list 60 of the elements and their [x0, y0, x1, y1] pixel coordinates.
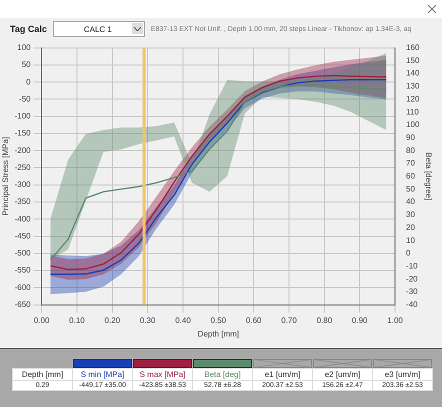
y2-tick-label: 90 [406, 132, 416, 142]
x-tick-label: 0.80 [316, 316, 333, 325]
y2-tick-label: 140 [406, 68, 420, 78]
x-tick-label: 1.00 [387, 316, 404, 325]
text: Beta [deg] [204, 370, 241, 379]
y2-tick-label: -20 [406, 274, 418, 284]
y-tick-label: 0 [26, 77, 32, 86]
y2-tick-label: 50 [406, 184, 416, 194]
y-tick-label: -200 [14, 146, 32, 155]
y-tick-label: -600 [14, 282, 32, 292]
y2-tick-label: -40 [406, 300, 418, 310]
y2-tick-label: 30 [406, 210, 416, 220]
x-tick-label: 0.50 [210, 316, 227, 325]
y-tick-label: -400 [14, 214, 32, 224]
x-tick-label: 0.30 [140, 316, 156, 325]
y-axis-title: Principal Stress [MPa] [1, 136, 10, 216]
text: e3 [um/m] [384, 370, 420, 379]
y-tick-label: -500 [14, 248, 32, 258]
y-tick-label: 50 [22, 60, 32, 70]
x-tick-label: 0.40 [175, 316, 192, 325]
y2-tick-label: 0 [406, 248, 412, 258]
x-tick-label: 0.20 [104, 316, 121, 325]
y-tick-label: -550 [14, 266, 32, 275]
y2-tick-label: 40 [406, 197, 416, 206]
text: Tag Calc [10, 24, 47, 34]
x-tick-label: 0.00 [34, 316, 50, 325]
y2-tick-label: -10 [406, 261, 418, 270]
y2-tick-label: 160 [406, 43, 420, 52]
y2-tick-label: 130 [406, 82, 420, 91]
y2-tick-label: 100 [406, 120, 420, 130]
text: CALC 1 [84, 24, 112, 34]
text: e1 [um/m] [264, 370, 300, 379]
y2-axis-title: Beta [degree] [424, 152, 433, 200]
y-tick-label: -50 [19, 94, 32, 104]
y2-tick-label: 70 [406, 158, 416, 168]
y-tick-label: -650 [14, 300, 32, 310]
text: Depth [mm] [22, 370, 64, 379]
y-tick-label: 100 [17, 43, 32, 52]
y2-tick-label: 20 [406, 222, 416, 232]
y2-tick-label: 120 [406, 94, 420, 104]
x-axis-title: Depth [mm] [198, 329, 240, 338]
y-tick-label: -100 [14, 112, 32, 121]
x-tick-label: 0.70 [281, 316, 298, 325]
text: e2 [um/m] [324, 370, 360, 379]
x-tick-label: 0.10 [69, 316, 86, 325]
y2-tick-label: 80 [406, 146, 416, 155]
y2-tick-label: -30 [406, 287, 418, 296]
y2-tick-label: 110 [406, 107, 420, 116]
y2-tick-label: 10 [406, 236, 416, 245]
y-tick-label: -350 [14, 197, 32, 206]
text: S min [MPa] [80, 370, 124, 379]
y-tick-label: -450 [14, 231, 32, 240]
text: S max [MPa] [140, 370, 186, 379]
y2-tick-label: 60 [406, 172, 416, 181]
y-tick-label: -250 [14, 162, 32, 172]
x-tick-label: 0.90 [352, 316, 368, 325]
y2-tick-label: 150 [406, 56, 420, 65]
x-tick-label: 0.60 [246, 316, 262, 325]
y-tick-label: -150 [14, 128, 32, 138]
y-tick-label: -300 [14, 180, 32, 190]
